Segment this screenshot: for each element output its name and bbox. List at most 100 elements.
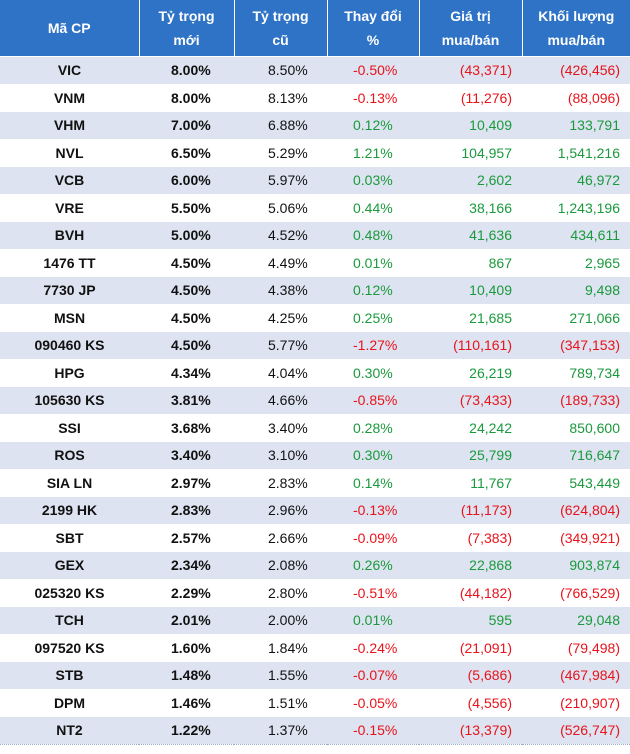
cell-value: (21,091) — [419, 633, 522, 662]
cell-code: VIC — [0, 56, 139, 85]
cell-volume: 903,874 — [522, 551, 630, 580]
cell-value: (4,556) — [419, 688, 522, 717]
cell-old-weight: 2.83% — [234, 468, 327, 497]
cell-old-weight: 2.08% — [234, 551, 327, 580]
cell-old-weight: 2.66% — [234, 523, 327, 552]
cell-value: 38,166 — [419, 193, 522, 222]
cell-value: 2,602 — [419, 166, 522, 195]
cell-value: (11,276) — [419, 83, 522, 112]
table-row: SBT 2.57% 2.66% -0.09% (7,383) (349,921) — [0, 523, 630, 552]
cell-change: -1.27% — [327, 331, 419, 360]
cell-old-weight: 1.84% — [234, 633, 327, 662]
table-row: 025320 KS 2.29% 2.80% -0.51% (44,182) (766,52… — [0, 578, 630, 607]
cell-old-weight: 5.29% — [234, 138, 327, 167]
cell-code: 090460 KS — [0, 331, 139, 360]
table-row: DPM 1.46% 1.51% -0.05% (4,556) (210,907) — [0, 688, 630, 717]
cell-new-weight: 4.50% — [139, 303, 234, 332]
cell-code: SIA LN — [0, 468, 139, 497]
cell-code: VCB — [0, 166, 139, 195]
cell-value: 10,409 — [419, 111, 522, 140]
cell-volume: (210,907) — [522, 688, 630, 717]
cell-volume: (349,921) — [522, 523, 630, 552]
cell-old-weight: 8.13% — [234, 83, 327, 112]
cell-old-weight: 4.66% — [234, 386, 327, 415]
cell-value: (43,371) — [419, 56, 522, 85]
cell-volume: 543,449 — [522, 468, 630, 497]
cell-value: 867 — [419, 248, 522, 277]
cell-new-weight: 2.29% — [139, 578, 234, 607]
cell-change: -0.05% — [327, 688, 419, 717]
cell-new-weight: 6.50% — [139, 138, 234, 167]
cell-value: (5,686) — [419, 661, 522, 690]
cell-code: 7730 JP — [0, 276, 139, 305]
cell-change: 0.30% — [327, 358, 419, 387]
cell-change: -0.50% — [327, 56, 419, 85]
cell-new-weight: 1.48% — [139, 661, 234, 690]
cell-new-weight: 4.50% — [139, 331, 234, 360]
cell-old-weight: 2.96% — [234, 496, 327, 525]
cell-value: (44,182) — [419, 578, 522, 607]
header-code: Mã CP — [0, 0, 140, 57]
cell-code: BVH — [0, 221, 139, 250]
cell-volume: 9,498 — [522, 276, 630, 305]
cell-code: DPM — [0, 688, 139, 717]
cell-change: 0.03% — [327, 166, 419, 195]
cell-value: 22,868 — [419, 551, 522, 580]
cell-old-weight: 5.97% — [234, 166, 327, 195]
cell-code: 097520 KS — [0, 633, 139, 662]
cell-change: 1.21% — [327, 138, 419, 167]
cell-volume: 1,243,196 — [522, 193, 630, 222]
cell-value: (110,161) — [419, 331, 522, 360]
table-row: GEX 2.34% 2.08% 0.26% 22,868 903,874 — [0, 551, 630, 580]
cell-value: (7,383) — [419, 523, 522, 552]
cell-old-weight: 5.77% — [234, 331, 327, 360]
cell-volume: (79,498) — [522, 633, 630, 662]
cell-new-weight: 3.81% — [139, 386, 234, 415]
cell-value: 21,685 — [419, 303, 522, 332]
cell-value: (13,379) — [419, 716, 522, 745]
cell-old-weight: 4.04% — [234, 358, 327, 387]
table-row: 7730 JP 4.50% 4.38% 0.12% 10,409 9,498 — [0, 276, 630, 305]
cell-code: HPG — [0, 358, 139, 387]
cell-change: 0.14% — [327, 468, 419, 497]
table-row: NT2 1.22% 1.37% -0.15% (13,379) (526,747) — [0, 716, 630, 745]
table-row: TCH 2.01% 2.00% 0.01% 595 29,048 — [0, 606, 630, 635]
cell-old-weight: 1.55% — [234, 661, 327, 690]
cell-volume: 434,611 — [522, 221, 630, 250]
cell-change: 0.48% — [327, 221, 419, 250]
table-row: 1476 TT 4.50% 4.49% 0.01% 867 2,965 — [0, 248, 630, 277]
cell-new-weight: 6.00% — [139, 166, 234, 195]
cell-value: 25,799 — [419, 441, 522, 470]
table-body: VIC 8.00% 8.50% -0.50% (43,371) (426,456) VNM 8… — [0, 56, 630, 745]
cell-new-weight: 2.57% — [139, 523, 234, 552]
table-header: Mã CP Tỷ trọng mới Tỷ trọng cũ Thay đổi% G… — [0, 0, 630, 57]
cell-value: (11,173) — [419, 496, 522, 525]
cell-old-weight: 2.00% — [234, 606, 327, 635]
cell-change: -0.85% — [327, 386, 419, 415]
cell-code: ROS — [0, 441, 139, 470]
table-row: STB 1.48% 1.55% -0.07% (5,686) (467,984) — [0, 661, 630, 690]
cell-new-weight: 8.00% — [139, 83, 234, 112]
cell-new-weight: 8.00% — [139, 56, 234, 85]
cell-change: 0.26% — [327, 551, 419, 580]
cell-new-weight: 4.34% — [139, 358, 234, 387]
table-row: 2199 HK 2.83% 2.96% -0.13% (11,173) (624,804) — [0, 496, 630, 525]
cell-old-weight: 5.06% — [234, 193, 327, 222]
cell-volume: 1,541,216 — [522, 138, 630, 167]
table-row: SIA LN 2.97% 2.83% 0.14% 11,767 543,449 — [0, 468, 630, 497]
table-row: MSN 4.50% 4.25% 0.25% 21,685 271,066 — [0, 303, 630, 332]
cell-change: -0.07% — [327, 661, 419, 690]
cell-value: 11,767 — [419, 468, 522, 497]
cell-code: TCH — [0, 606, 139, 635]
cell-code: VRE — [0, 193, 139, 222]
table-row: VRE 5.50% 5.06% 0.44% 38,166 1,243,196 — [0, 193, 630, 222]
cell-code: NVL — [0, 138, 139, 167]
cell-change: 0.12% — [327, 111, 419, 140]
cell-code: SBT — [0, 523, 139, 552]
table-row: ROS 3.40% 3.10% 0.30% 25,799 716,647 — [0, 441, 630, 470]
table-row: 090460 KS 4.50% 5.77% -1.27% (110,161) (347,1… — [0, 331, 630, 360]
cell-volume: (624,804) — [522, 496, 630, 525]
table-row: BVH 5.00% 4.52% 0.48% 41,636 434,611 — [0, 221, 630, 250]
cell-new-weight: 4.50% — [139, 248, 234, 277]
